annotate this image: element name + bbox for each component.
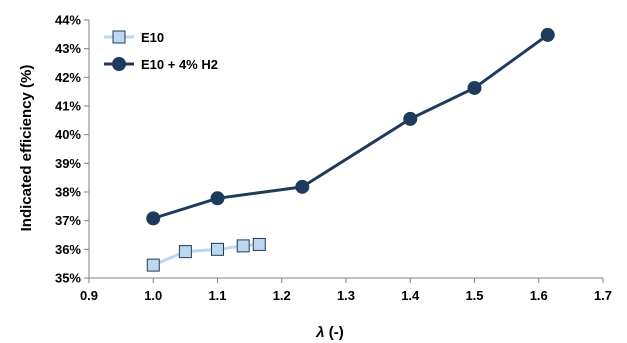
- x-tick-label: 0.9: [80, 288, 98, 303]
- data-point-e10: [236, 239, 250, 253]
- data-point-e10: [252, 237, 266, 251]
- y-axis-title: Indicated efficiency (%): [18, 65, 35, 232]
- legend: E10 E10 + 4% H2: [104, 30, 218, 72]
- x-tick-label: 1.2: [273, 288, 291, 303]
- x-tick-label: 1.5: [465, 288, 483, 303]
- x-tick-labels: 0.9 1.0 1.1 1.2 1.3 1.4 1.5 1.6 1.7: [80, 288, 612, 303]
- y-tick-label: 38%: [55, 185, 81, 200]
- legend-marker-e10: [112, 30, 126, 44]
- data-point-e10: [146, 258, 160, 272]
- data-point-e10: [178, 245, 192, 259]
- x-axis-title: λ (-): [315, 324, 344, 341]
- y-tick-label: 43%: [55, 41, 81, 56]
- legend-entry-e10[interactable]: E10: [104, 30, 164, 45]
- y-tick-label: 36%: [55, 242, 81, 257]
- x-tick-label: 1.6: [530, 288, 548, 303]
- legend-entry-e10-h2[interactable]: E10 + 4% H2: [104, 57, 218, 72]
- legend-marker-e10-h2: [112, 57, 126, 71]
- y-tick-label: 41%: [55, 99, 81, 114]
- y-tick-label: 37%: [55, 213, 81, 228]
- data-point-e10-h2: [146, 211, 161, 226]
- y-tick-label: 39%: [55, 156, 81, 171]
- y-tick-label: 44%: [55, 13, 81, 28]
- series-e10-h2: [146, 27, 555, 226]
- axes: [84, 19, 604, 283]
- data-point-e10-h2: [403, 111, 418, 126]
- series-line-e10-h2: [152, 33, 549, 220]
- legend-label-e10: E10: [141, 30, 164, 45]
- x-tick-label: 1.4: [401, 288, 420, 303]
- data-point-e10: [211, 242, 224, 256]
- x-axis-unit: (-): [325, 324, 344, 341]
- series-layer: [146, 27, 555, 272]
- x-tick-label: 1.1: [208, 288, 226, 303]
- legend-label-e10-h2: E10 + 4% H2: [141, 57, 218, 72]
- y-tick-labels: 35% 36% 37% 38% 39% 40% 41% 42% 43% 44%: [55, 13, 81, 286]
- x-tick-label: 1.0: [144, 288, 162, 303]
- y-tick-label: 42%: [55, 70, 81, 85]
- series-e10: [146, 237, 266, 272]
- y-tick-label: 35%: [55, 271, 81, 286]
- x-tick-label: 1.7: [594, 288, 612, 303]
- x-axis-symbol: λ: [315, 324, 324, 341]
- data-point-e10-h2: [210, 191, 225, 206]
- x-tick-label: 1.3: [337, 288, 355, 303]
- data-point-e10-h2: [540, 27, 555, 42]
- data-point-e10-h2: [295, 179, 310, 194]
- data-point-e10-h2: [467, 80, 482, 95]
- y-tick-label: 40%: [55, 127, 81, 142]
